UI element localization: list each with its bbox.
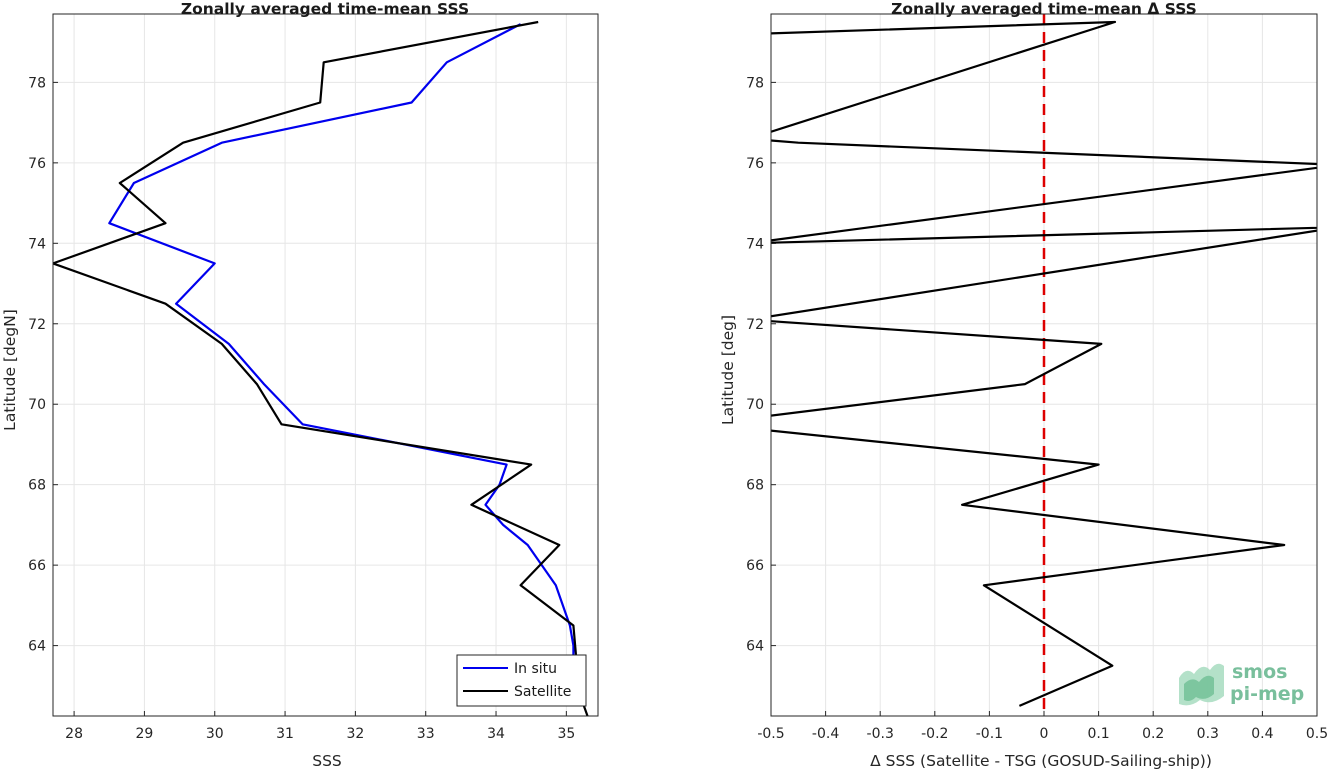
- delta-series: [771, 20, 1317, 707]
- logo-text-pi-mep: pi-mep: [1230, 683, 1304, 705]
- delta-chart-title: Zonally averaged time-mean Δ SSS: [891, 0, 1197, 18]
- delta-sss-panel: -0.5 -0.4 -0.3 -0.2 -0.1 0 0.1 0.2 0.3 0.4 0.5 64 66…: [719, 0, 1328, 770]
- x-tick-label: 0.4: [1251, 726, 1273, 742]
- sss-axes-box: [52, 13, 599, 717]
- x-tick-label: 30: [206, 726, 224, 742]
- x-tick-label: 0.3: [1197, 726, 1219, 742]
- y-tick-label: 78: [28, 75, 46, 91]
- logo-text-smos: smos: [1232, 661, 1287, 683]
- y-tick-label: 76: [28, 156, 46, 172]
- y-tick-label: 70: [746, 397, 764, 413]
- y-tick-label: 70: [28, 397, 46, 413]
- x-tick-label: 31: [276, 726, 294, 742]
- x-tick-label: -0.4: [812, 726, 839, 742]
- y-tick-label: 68: [28, 478, 46, 494]
- x-tick-label: 34: [487, 726, 505, 742]
- delta-x-axis-label: Δ SSS (Satellite - TSG (GOSUD-Sailing-sh…: [870, 752, 1212, 770]
- y-tick-label: 68: [746, 478, 764, 494]
- y-tick-label: 66: [746, 558, 764, 574]
- delta-tick-labels: -0.5 -0.4 -0.3 -0.2 -0.1 0 0.1 0.2 0.3 0.4 0.5 64 66…: [746, 75, 1328, 742]
- sss-x-axis-label: SSS: [312, 752, 342, 770]
- legend-box: [456, 654, 587, 707]
- y-tick-label: 64: [746, 639, 764, 655]
- series-line-satellite: [53, 20, 589, 716]
- sss-y-axis-label: Latitude [degN]: [1, 309, 19, 431]
- sss-grid: [53, 14, 598, 716]
- y-tick-label: 66: [28, 558, 46, 574]
- sss-panel: 28 29 30 31 32 33 34 35 64 66 68 70 72 74 76 78 Zonally…: [1, 0, 599, 770]
- y-tick-label: 74: [746, 236, 764, 252]
- series-line-delta-0: [771, 20, 1317, 707]
- logo-wave-graphic-dark: [1184, 675, 1214, 701]
- y-tick-label: 76: [746, 156, 764, 172]
- x-tick-label: 32: [346, 726, 364, 742]
- x-tick-label: 28: [65, 726, 83, 742]
- x-tick-label: -0.1: [976, 726, 1003, 742]
- legend-label-in-situ: In situ: [514, 661, 557, 677]
- x-tick-label: 29: [136, 726, 154, 742]
- y-tick-label: 72: [746, 317, 764, 333]
- delta-axes-box: [770, 13, 1318, 717]
- x-tick-label: 0.5: [1306, 726, 1328, 742]
- sss-series: [53, 20, 589, 716]
- y-tick-label: 74: [28, 236, 46, 252]
- delta-y-axis-label: Latitude [deg]: [719, 315, 737, 425]
- sss-tick-labels: 28 29 30 31 32 33 34 35 64 66 68 70 72 74 76 78: [28, 75, 575, 742]
- y-tick-label: 64: [28, 639, 46, 655]
- x-tick-label: 0.1: [1087, 726, 1109, 742]
- x-tick-label: -0.2: [921, 726, 948, 742]
- sss-chart-title: Zonally averaged time-mean SSS: [181, 0, 469, 18]
- legend-label-satellite: Satellite: [514, 684, 571, 700]
- y-tick-label: 78: [746, 75, 764, 91]
- smos-pi-mep-logo: smos pi-mep: [1179, 661, 1304, 706]
- x-tick-label: 0: [1040, 726, 1049, 742]
- y-tick-label: 72: [28, 317, 46, 333]
- x-tick-label: 33: [417, 726, 435, 742]
- x-tick-label: 35: [557, 726, 575, 742]
- x-tick-label: 0.2: [1142, 726, 1164, 742]
- x-tick-label: -0.5: [757, 726, 784, 742]
- sss-legend: In situ Satellite: [456, 654, 587, 707]
- x-tick-label: -0.3: [867, 726, 894, 742]
- sss-plot-area: [53, 14, 598, 716]
